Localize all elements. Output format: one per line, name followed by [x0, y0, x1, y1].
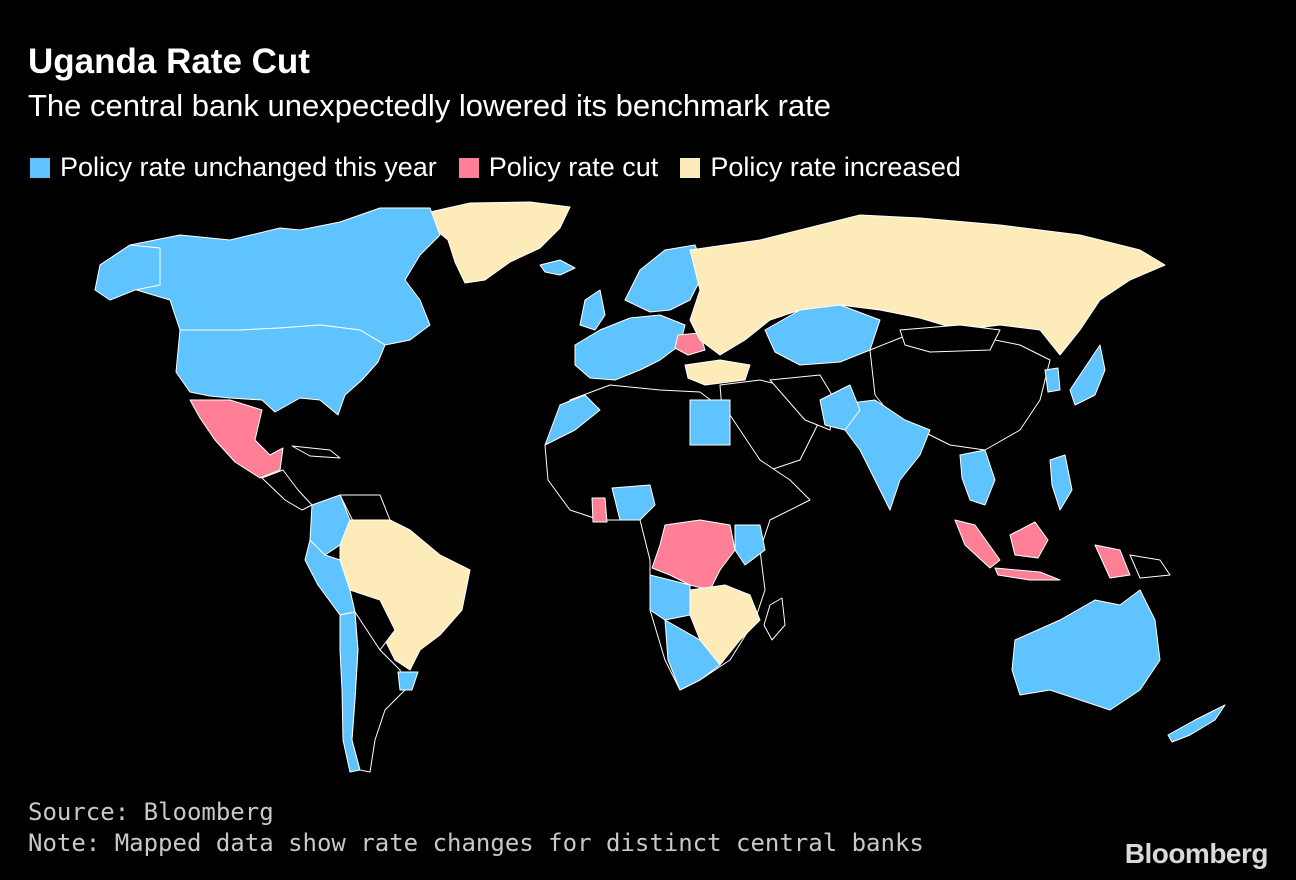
region-united-states	[175, 324, 386, 416]
region-japan	[1069, 344, 1106, 406]
region-greenland	[429, 201, 571, 284]
region-new-zealand	[1167, 704, 1226, 743]
region-angola	[649, 574, 691, 621]
region-central-america	[261, 469, 313, 511]
region-turkey	[684, 359, 751, 386]
region-indonesia-papua	[1094, 544, 1131, 579]
region-indonesia-borneo	[1009, 521, 1049, 559]
region-russia	[689, 214, 1166, 356]
chart-title: Uganda Rate Cut	[28, 42, 310, 81]
region-morocco	[544, 394, 601, 446]
chart-subtitle: The central bank unexpectedly lowered it…	[28, 88, 831, 123]
region-mexico	[189, 399, 284, 479]
region-korea	[1044, 367, 1061, 393]
region-kenya	[734, 524, 766, 566]
region-iceland	[539, 259, 576, 276]
legend-swatch-increased	[680, 157, 701, 178]
legend: Policy rate unchanged this year Policy r…	[30, 152, 983, 183]
region-egypt	[689, 399, 731, 446]
region-thailand	[959, 449, 996, 506]
source-text: Source: Bloomberg	[28, 798, 274, 826]
note-text: Note: Mapped data show rate changes for …	[28, 829, 924, 857]
region-india	[834, 399, 931, 511]
world-map	[94, 201, 1226, 773]
region-pakistan	[819, 384, 861, 431]
region-australia	[1011, 589, 1161, 711]
region-philippines	[1049, 454, 1073, 511]
region-south-africa	[664, 619, 721, 691]
legend-label-unchanged: Policy rate unchanged this year	[60, 152, 437, 182]
region-alaska	[94, 244, 161, 301]
legend-label-increased: Policy rate increased	[710, 152, 961, 182]
region-western-europe	[574, 314, 686, 381]
region-ghana	[591, 497, 608, 523]
bloomberg-logo: Bloomberg	[1124, 838, 1269, 869]
region-indonesia-java	[994, 567, 1061, 581]
region-madagascar	[763, 597, 786, 641]
region-png	[1129, 554, 1171, 579]
legend-swatch-cut	[458, 157, 479, 178]
region-indonesia-sumatra	[954, 519, 1001, 569]
legend-swatch-unchanged	[30, 157, 50, 178]
region-cuba	[291, 445, 341, 459]
region-argentina	[351, 611, 406, 773]
region-uk	[579, 289, 606, 331]
region-mongolia	[899, 324, 1001, 353]
region-mozambique	[689, 584, 761, 666]
region-brazil	[339, 519, 471, 671]
legend-item-increased: Policy rate increased	[680, 152, 961, 183]
region-nigeria	[611, 484, 656, 521]
legend-item-unchanged: Policy rate unchanged this year	[30, 152, 437, 183]
legend-label-cut: Policy rate cut	[488, 152, 659, 182]
region-uruguay	[397, 671, 419, 691]
legend-item-cut: Policy rate cut	[458, 152, 659, 183]
